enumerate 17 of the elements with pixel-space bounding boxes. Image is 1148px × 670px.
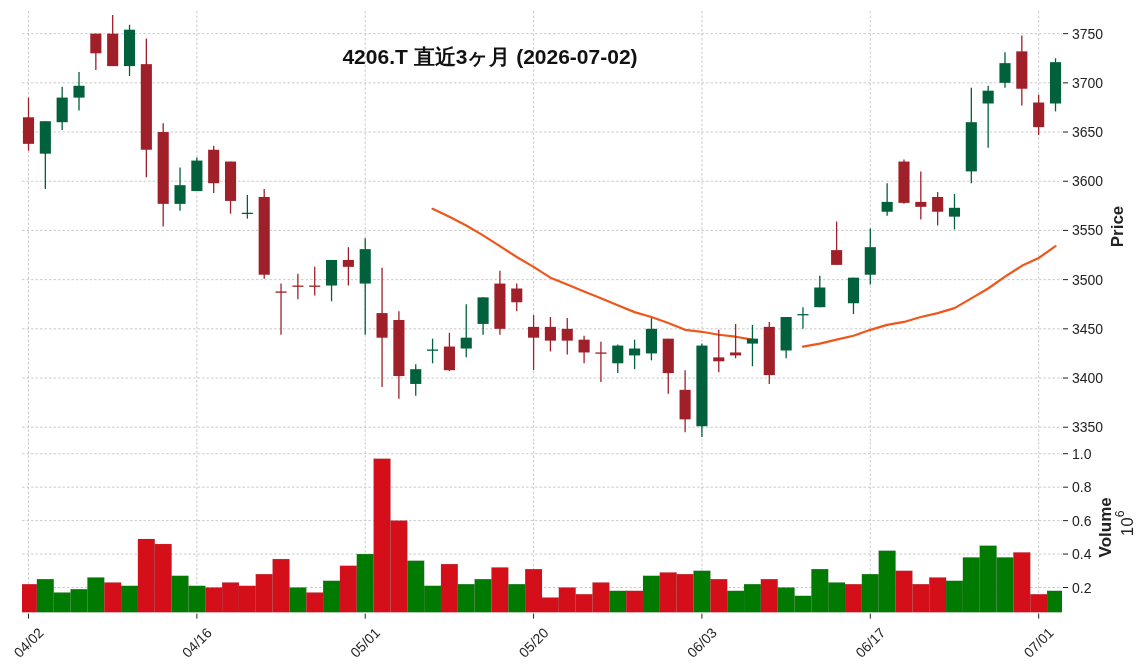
y-tick-label: 3600	[1072, 173, 1104, 190]
y-tick-label: 3650	[1072, 124, 1104, 141]
y-tick-label: 3400	[1072, 370, 1104, 387]
y-tick-label: 0.4	[1072, 546, 1092, 563]
y-tick-label: 3550	[1072, 222, 1104, 239]
y-tick-label: 3750	[1072, 25, 1104, 42]
y-axis-title: Price	[1107, 205, 1127, 248]
y-tick-label: 0.6	[1072, 512, 1092, 529]
y-tick-label: 3350	[1072, 419, 1104, 436]
y-tick-label: 0.8	[1072, 479, 1092, 496]
y-tick-label: 3450	[1072, 320, 1104, 337]
y-axis-title: Volume	[1095, 497, 1115, 558]
text: 4206.T 直近3ヶ月 (2026-07-02)	[342, 44, 638, 68]
y-tick-label: 0.2	[1072, 579, 1092, 596]
y-tick-label: 1.0	[1072, 445, 1092, 462]
y-tick-label: 3700	[1072, 74, 1104, 91]
y-tick-label: 3500	[1072, 271, 1104, 288]
